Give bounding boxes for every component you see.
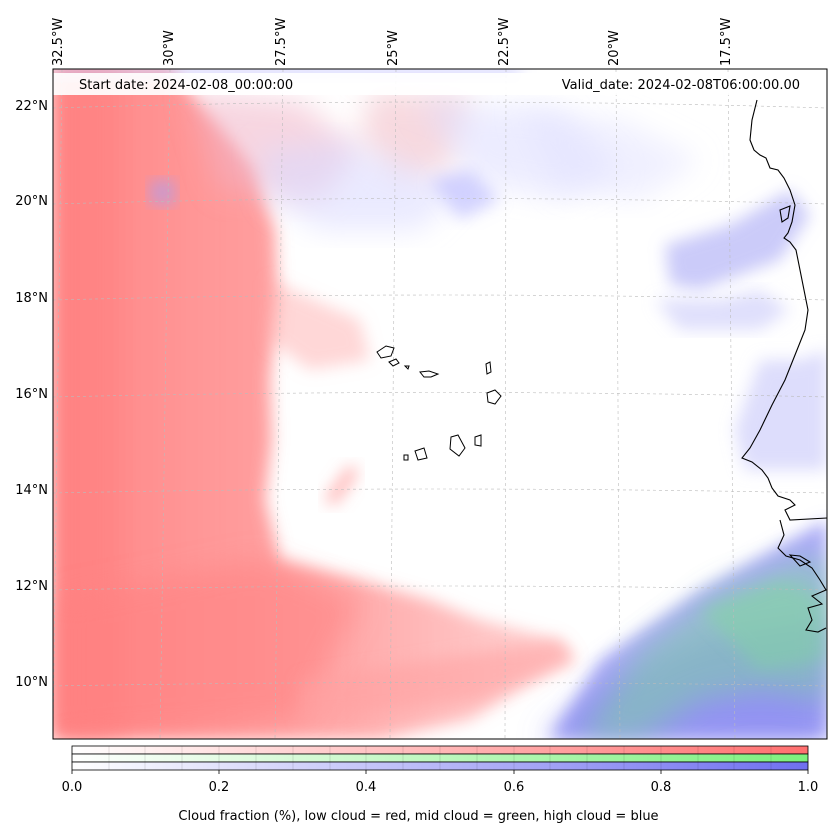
lat-label-18n: 18°N <box>15 291 48 306</box>
lat-label-20n: 20°N <box>15 194 48 209</box>
colorbar-tick-0-8: 0.8 <box>650 780 672 795</box>
lat-label-14n: 14°N <box>15 483 48 498</box>
header-strip <box>53 73 827 95</box>
start-date-label: Start date: 2024-02-08_00:00:00 <box>79 78 294 93</box>
colorbar-tick-0-6: 0.6 <box>503 780 525 795</box>
coastline <box>741 99 827 633</box>
colorbar-tick-0: 0.0 <box>61 780 83 795</box>
lat-label-10n: 10°N <box>15 675 48 690</box>
gridlines <box>53 69 827 739</box>
colorbar-tick-0-4: 0.4 <box>355 780 377 795</box>
map-frame <box>52 68 828 740</box>
lat-label-16n: 16°N <box>15 387 48 402</box>
lat-label-22n: 22°N <box>15 99 48 114</box>
colorbar-tick-0-2: 0.2 <box>208 780 230 795</box>
valid-date-label: Valid_date: 2024-02-08T06:00:00.00 <box>561 78 800 93</box>
mid-cloud-layer <box>580 560 827 739</box>
colorbar-label: Cloud fraction (%), low cloud = red, mid… <box>178 809 659 824</box>
colorbar <box>71 745 809 774</box>
low-cloud-layer <box>53 69 575 739</box>
lat-label-12n: 12°N <box>15 579 48 594</box>
colorbar-tick-1: 1.0 <box>797 780 819 795</box>
colorbar-high-cloud <box>71 761 809 771</box>
cape-verde-islands <box>376 345 502 461</box>
